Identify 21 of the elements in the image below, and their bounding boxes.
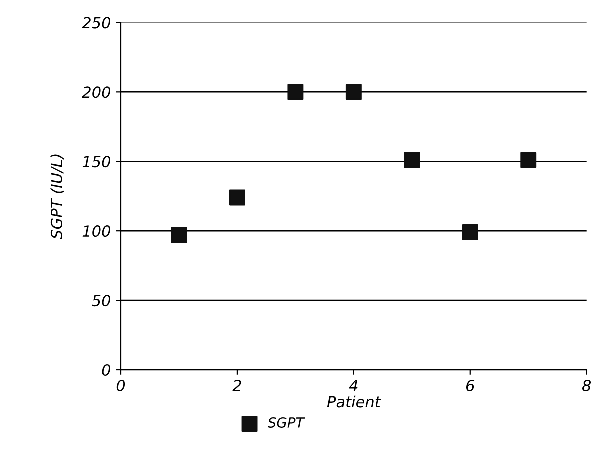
- point: [288, 84, 304, 100]
- point: [462, 224, 478, 240]
- x-tick-label: 4: [349, 380, 358, 392]
- y-tick-label: 150: [82, 156, 111, 168]
- point: [346, 84, 362, 100]
- x-tick-label: 8: [582, 380, 592, 392]
- y-tick-label: 50: [92, 295, 111, 307]
- point: [520, 152, 537, 168]
- x-axis-title: Patient: [327, 396, 382, 408]
- y-tick-label: 100: [82, 226, 111, 238]
- x-tick-label: 2: [232, 380, 242, 392]
- legend-label: SGPT: [268, 417, 306, 428]
- y-tick-label: 0: [102, 364, 111, 376]
- y-tick-label: 200: [82, 86, 111, 98]
- y-tick-label: 250: [82, 17, 111, 29]
- x-tick-label: 6: [466, 380, 475, 392]
- y-axis-title: SGPT (IU/L): [50, 154, 64, 240]
- point: [229, 190, 246, 206]
- point: [404, 152, 420, 168]
- point: [171, 227, 188, 244]
- x-tick-label: 0: [116, 380, 126, 392]
